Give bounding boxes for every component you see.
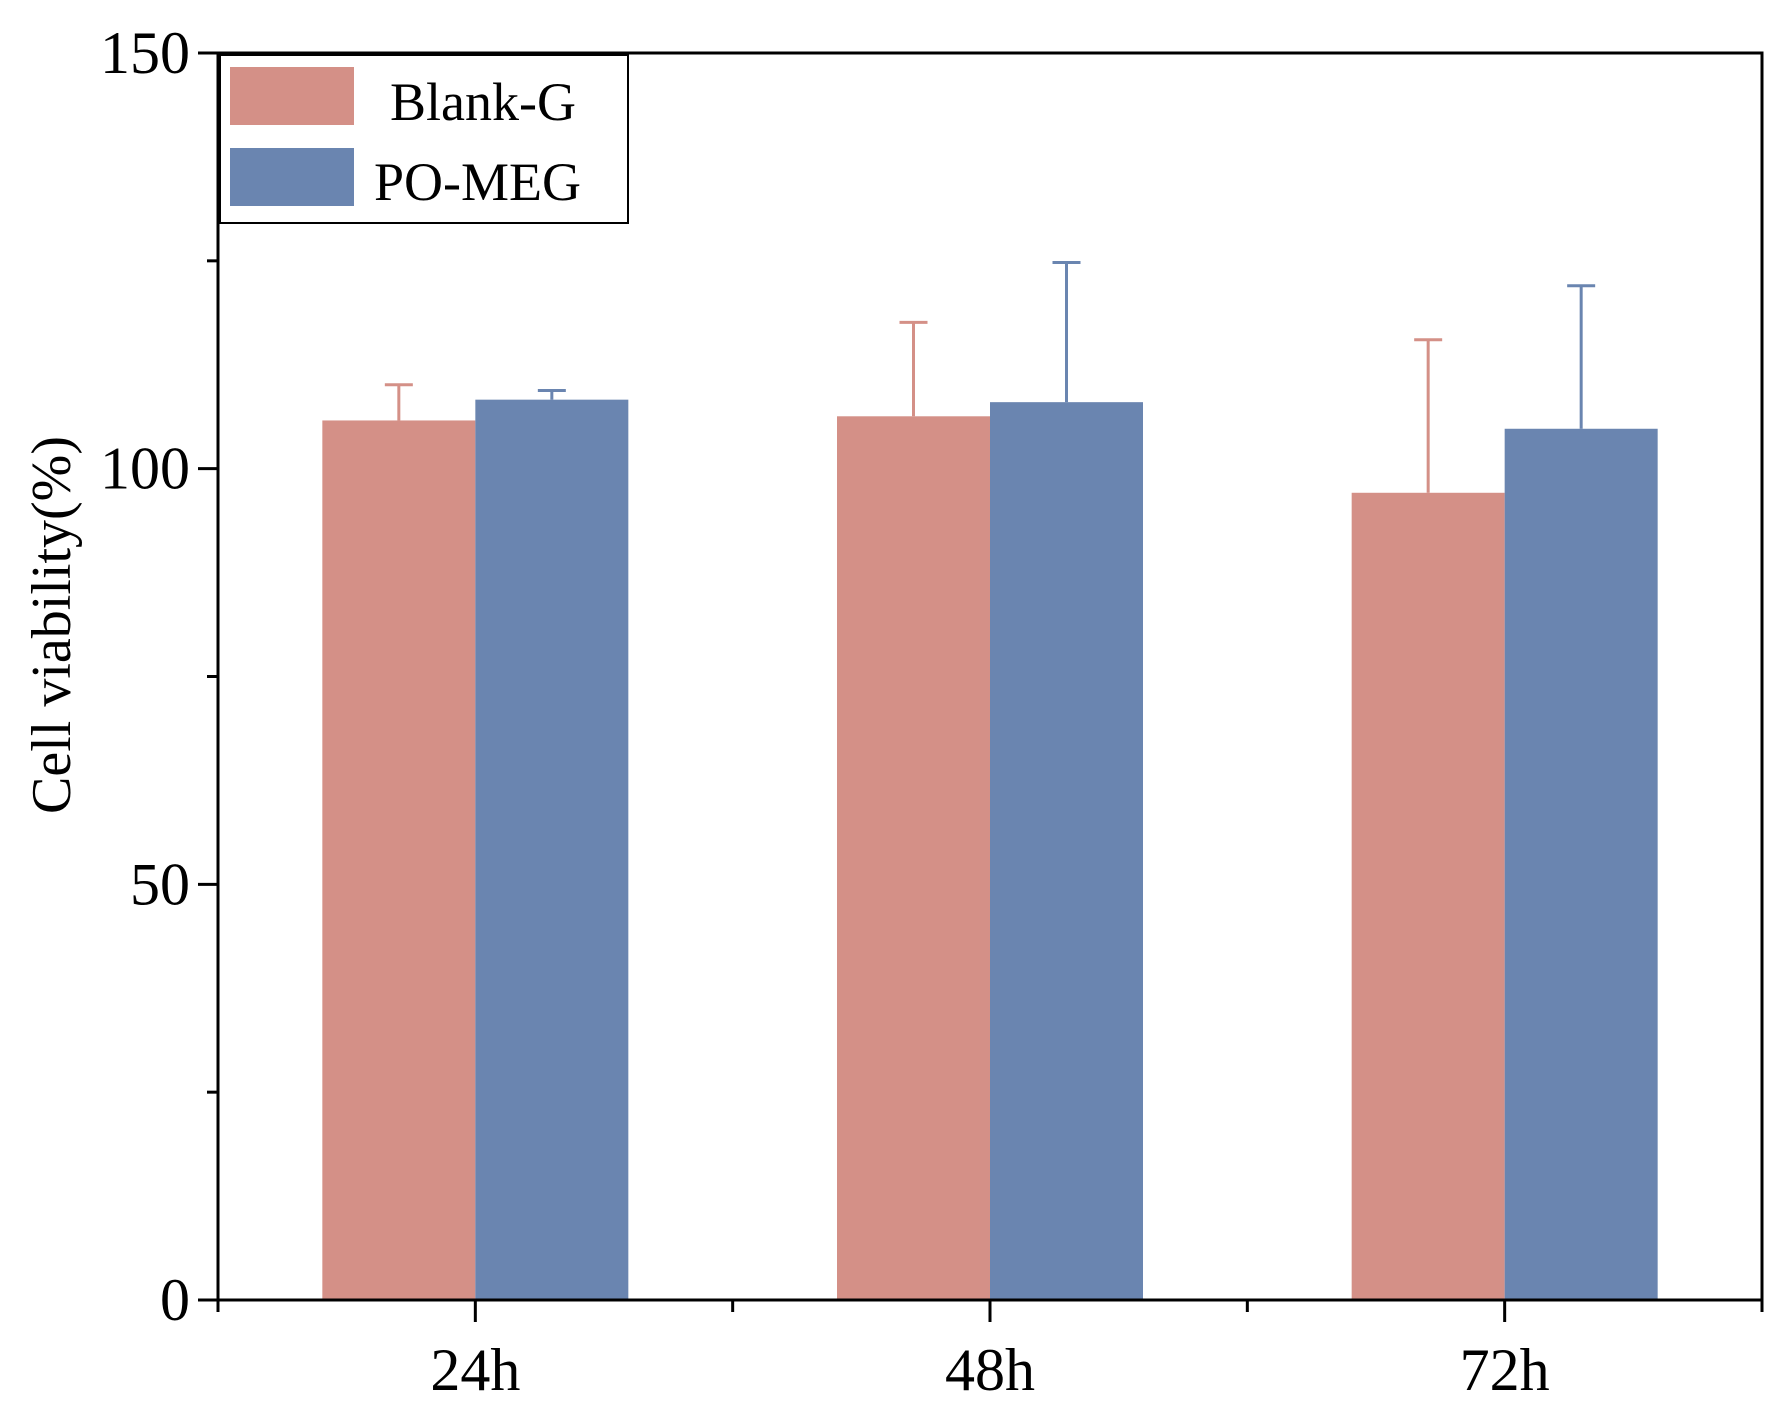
y-tick-label-50: 50	[130, 851, 190, 917]
legend-swatch-blank-g	[230, 67, 354, 125]
bar-po-meg-24h	[475, 399, 629, 1300]
y-tick-label-0: 0	[160, 1267, 190, 1333]
legend: Blank-G PO-MEG	[219, 54, 629, 224]
legend-swatch-po-meg	[230, 148, 354, 206]
bars-layer	[322, 399, 1658, 1300]
y-axis-label: Cell viability(%)	[21, 436, 83, 814]
y-tick-label-100: 100	[100, 436, 190, 502]
x-tick-label-48h: 48h	[945, 1337, 1035, 1403]
y-tick-label-150: 150	[100, 20, 190, 86]
ticks-layer: 24h 48h 72h 0 50 100 150	[100, 20, 1764, 1403]
legend-label-po-meg: PO-MEG	[374, 152, 581, 212]
bar-po-meg-72h	[1504, 428, 1658, 1300]
bar-blank-g-72h	[1351, 492, 1505, 1300]
x-tick-label-72h: 72h	[1460, 1337, 1550, 1403]
error-bars-layer	[384, 260, 1596, 493]
x-tick-label-24h: 24h	[430, 1337, 520, 1403]
bar-blank-g-48h	[837, 416, 990, 1300]
bar-blank-g-24h	[322, 420, 476, 1300]
legend-label-blank-g: Blank-G	[390, 72, 576, 132]
bar-po-meg-48h	[990, 402, 1143, 1300]
